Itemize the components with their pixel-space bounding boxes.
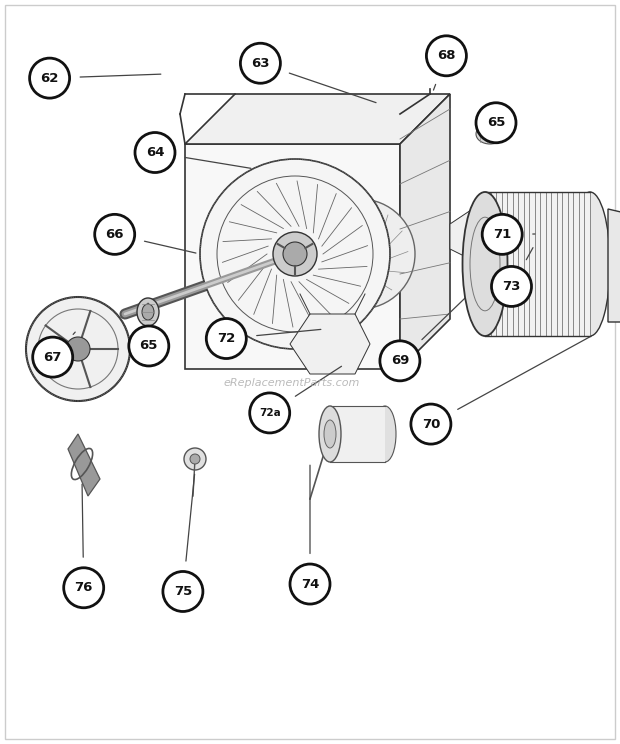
Circle shape bbox=[190, 454, 200, 464]
Polygon shape bbox=[450, 204, 510, 264]
Text: 66: 66 bbox=[105, 228, 124, 241]
Ellipse shape bbox=[319, 406, 341, 462]
Circle shape bbox=[411, 404, 451, 444]
Circle shape bbox=[241, 43, 280, 83]
Circle shape bbox=[64, 568, 104, 608]
Text: 72a: 72a bbox=[259, 408, 281, 418]
Text: 65: 65 bbox=[140, 339, 158, 353]
Circle shape bbox=[206, 318, 246, 359]
Text: 68: 68 bbox=[437, 49, 456, 62]
Ellipse shape bbox=[483, 129, 497, 139]
Text: eReplacementParts.com: eReplacementParts.com bbox=[223, 378, 360, 388]
Polygon shape bbox=[290, 314, 370, 374]
Polygon shape bbox=[510, 219, 535, 254]
Text: 70: 70 bbox=[422, 417, 440, 431]
Polygon shape bbox=[185, 94, 450, 144]
Text: 76: 76 bbox=[74, 581, 93, 594]
Circle shape bbox=[30, 58, 69, 98]
Text: 74: 74 bbox=[301, 577, 319, 591]
Text: 71: 71 bbox=[493, 228, 512, 241]
Polygon shape bbox=[400, 94, 450, 369]
Circle shape bbox=[380, 341, 420, 381]
Circle shape bbox=[250, 393, 290, 433]
Circle shape bbox=[26, 297, 130, 401]
Circle shape bbox=[283, 242, 307, 266]
Text: 63: 63 bbox=[251, 57, 270, 70]
Circle shape bbox=[184, 448, 206, 470]
Polygon shape bbox=[608, 209, 620, 322]
Circle shape bbox=[427, 36, 466, 76]
Text: 72: 72 bbox=[217, 332, 236, 345]
Circle shape bbox=[95, 214, 135, 254]
Polygon shape bbox=[330, 406, 385, 462]
Circle shape bbox=[200, 159, 390, 349]
Text: 65: 65 bbox=[487, 116, 505, 129]
Circle shape bbox=[305, 199, 415, 309]
Polygon shape bbox=[68, 434, 100, 496]
Ellipse shape bbox=[137, 298, 159, 326]
Ellipse shape bbox=[476, 124, 504, 144]
Circle shape bbox=[290, 564, 330, 604]
Ellipse shape bbox=[142, 304, 154, 320]
Circle shape bbox=[163, 571, 203, 612]
Text: 64: 64 bbox=[146, 146, 164, 159]
Circle shape bbox=[492, 266, 531, 307]
Circle shape bbox=[129, 326, 169, 366]
Text: 73: 73 bbox=[502, 280, 521, 293]
Text: 67: 67 bbox=[43, 350, 62, 364]
Circle shape bbox=[33, 337, 73, 377]
Circle shape bbox=[476, 103, 516, 143]
Circle shape bbox=[273, 232, 317, 276]
Ellipse shape bbox=[463, 192, 508, 336]
Ellipse shape bbox=[324, 420, 336, 448]
Ellipse shape bbox=[570, 192, 610, 336]
Circle shape bbox=[135, 132, 175, 173]
Text: 69: 69 bbox=[391, 354, 409, 368]
Polygon shape bbox=[185, 144, 400, 369]
Ellipse shape bbox=[374, 406, 396, 462]
Text: 75: 75 bbox=[174, 585, 192, 598]
Text: 62: 62 bbox=[40, 71, 59, 85]
Circle shape bbox=[482, 214, 522, 254]
Polygon shape bbox=[485, 192, 590, 336]
Circle shape bbox=[66, 337, 90, 361]
Circle shape bbox=[342, 236, 378, 272]
